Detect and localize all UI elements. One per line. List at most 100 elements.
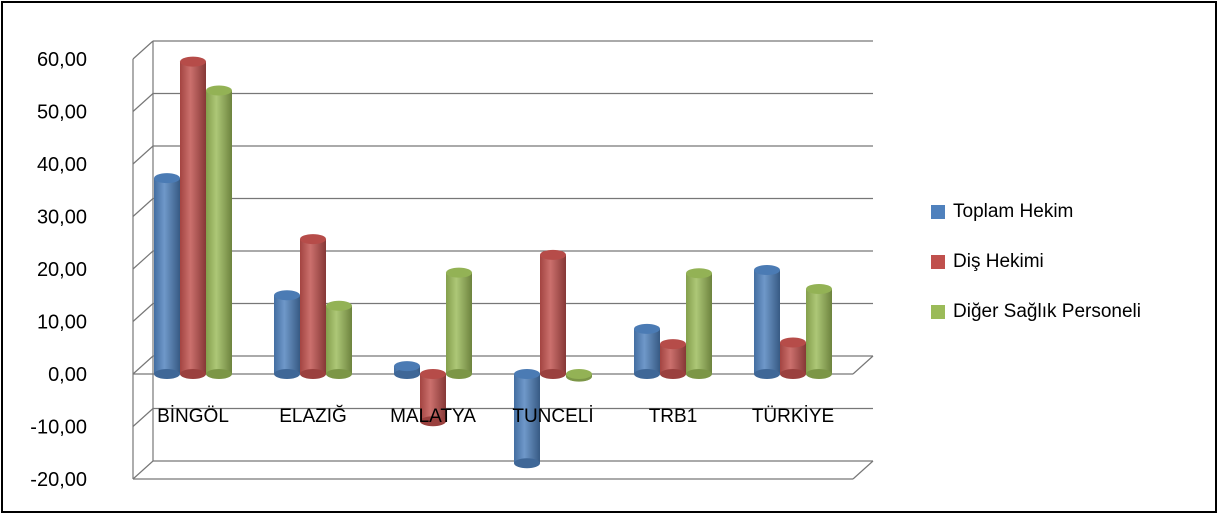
bar [514,369,540,469]
bar-cap [300,234,326,245]
bar-cap [206,85,232,96]
legend-swatch [931,255,945,269]
bar-cap [420,369,446,379]
bar [180,56,206,379]
bar-body [274,295,300,374]
bar-cap [566,369,592,379]
gridlines [132,40,874,480]
bar-body [206,90,232,374]
bar-cap [806,283,832,294]
bar-body [154,178,180,374]
bar-base [326,369,352,379]
bar-base [274,369,300,379]
bar-cap [634,323,660,334]
floor-line-side [852,460,874,480]
category-label: BİNGÖL [157,406,229,427]
gridline [132,198,154,217]
legend-item-toplam-hekim: Toplam Hekim [931,199,1141,225]
bar-cap [394,361,420,372]
bar-body [300,239,326,374]
bar-body [754,270,780,374]
y-tick-label: 0,00 [48,364,87,386]
y-tick-label: -20,00 [30,469,87,491]
bar [754,265,780,379]
bar-base [540,369,566,379]
bar-base [806,369,832,379]
category-label: ELAZIĞ [279,405,347,427]
y-tick-label: -10,00 [30,417,87,439]
bar-base [180,369,206,379]
bar [206,85,232,379]
legend-swatch [931,305,945,319]
bar [420,369,446,427]
bars [154,56,832,469]
bar-cap [154,173,180,184]
bar-base [754,369,780,379]
bar-cap [660,339,686,350]
y-tick-label: 20,00 [37,259,87,281]
bar-base [446,369,472,379]
category-label: TRB1 [649,406,698,427]
bar-cap [686,268,712,279]
bar-body [780,342,806,374]
bar-chart: 60,00 50,00 40,00 30,00 20,00 10,00 0,00 -10,00… [30,40,874,491]
bar [780,337,806,379]
y-tick-label: 50,00 [37,102,87,124]
bar-cap [540,249,566,260]
legend-label: Diş Hekimi [953,251,1044,272]
bar [326,300,352,379]
legend-label: Toplam Hekim [953,201,1074,222]
y-axis-ticks: 60,00 50,00 40,00 30,00 20,00 10,00 0,00 -10,00… [30,49,87,491]
bar-body [420,374,446,422]
bar [634,323,660,379]
bar-body [634,328,660,374]
bar-cap [180,56,206,67]
bar [540,249,566,379]
bar-cap [780,337,806,348]
bar [806,283,832,379]
gridline [132,303,154,322]
bar-base [686,369,712,379]
bar [394,361,420,379]
legend: Toplam Hekim Diş Hekimi Diğer Sağlık Per… [931,199,1141,349]
bar-base [780,369,806,379]
bar-body [180,61,206,374]
bar-body [806,288,832,374]
bar [686,268,712,379]
gridline [132,40,154,60]
bar-body [540,254,566,374]
gridline [132,460,154,480]
zero-axis-side [852,355,874,375]
bar-cap [446,267,472,278]
category-label: TÜRKİYE [752,406,834,427]
bar [566,369,592,382]
bar [446,267,472,379]
legend-item-diger-saglik-personeli: Diğer Sağlık Personeli [931,299,1141,325]
bar-cap [274,290,300,301]
y-tick-label: 30,00 [37,207,87,229]
y-tick-label: 40,00 [37,154,87,176]
bar [300,234,326,379]
category-label: TUNCELİ [512,406,593,427]
bar-base [300,369,326,379]
legend-swatch [931,205,945,219]
gridline [132,93,154,112]
gridline [132,355,154,375]
bar-cap [754,265,780,276]
category-label: MALATYA [390,406,476,427]
bar [154,173,180,379]
bar-body [446,272,472,374]
bar-body [514,374,540,464]
category-labels: BİNGÖL ELAZIĞ MALATYA TUNCELİ TRB1 TÜRKİYE [157,405,834,427]
legend-label: Diğer Sağlık Personeli [953,301,1141,322]
bar [274,290,300,379]
gridline [132,250,154,270]
bar [660,339,686,379]
bar-base [394,369,420,379]
y-tick-label: 60,00 [37,49,87,71]
bar-base [660,369,686,379]
gridline [132,145,154,165]
gridline [132,408,154,427]
bar-body [686,273,712,374]
